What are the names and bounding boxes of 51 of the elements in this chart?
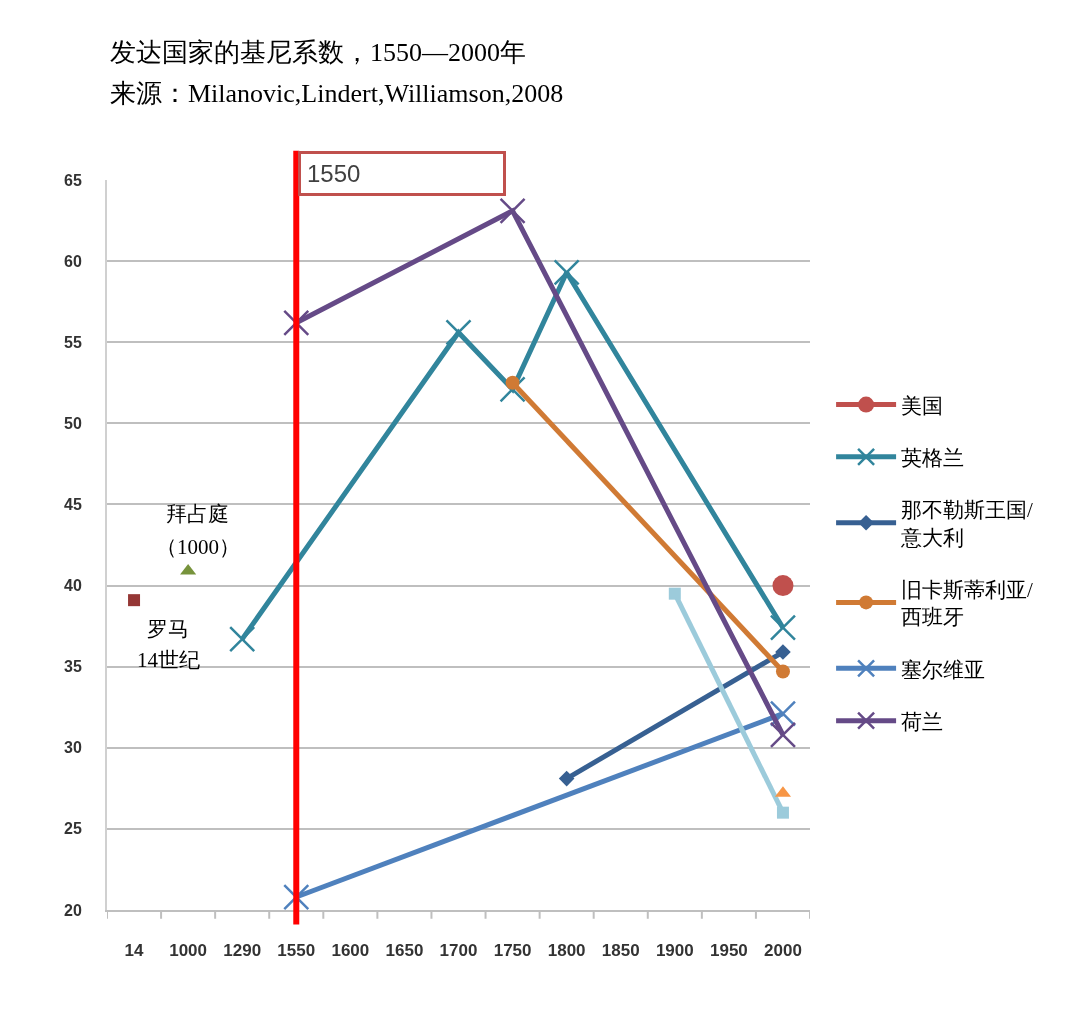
x-tick-label: 1600 [331,941,370,961]
point [772,575,794,597]
chart-title: 发达国家的基尼系数，1550—2000年 [110,38,526,67]
x-tick-label: 14 [124,941,145,961]
point [668,587,681,600]
point [775,644,791,660]
point [558,770,575,787]
legend-label: 那不勒斯王国/ 意大利 [900,498,1034,550]
x-tick-label: 1850 [601,941,640,961]
ref-line-label: 1550 [307,160,361,187]
point [769,614,797,641]
annotation: 14世纪 [137,648,200,672]
y-tick-label: 60 [64,252,82,270]
point [776,806,789,819]
legend-label: 美国 [901,393,944,418]
x-tick-label: 1750 [493,941,532,961]
x-tick-label: 1650 [385,941,424,961]
x-tick-label: 1900 [655,941,694,961]
y-tick-label: 40 [64,577,82,595]
annotation: 罗马 [147,617,189,641]
point [499,197,526,225]
y-tick-label: 65 [64,171,82,189]
point [505,375,520,390]
legend-label: 塞尔维亚 [901,657,986,682]
point [128,594,141,607]
y-tick-label: 20 [64,901,82,919]
y-tick-label: 50 [64,414,82,432]
x-tick-label: 2000 [764,941,802,961]
x-tick-label: 1800 [547,941,586,961]
annotation: （1000） [156,535,240,559]
legend-label: 英格兰 [901,446,965,471]
x-tick-label: 1950 [709,941,748,961]
x-tick-label: 1550 [277,941,316,961]
x-tick-label: 1700 [439,941,478,961]
point [445,319,472,346]
point [769,721,797,749]
y-tick-label: 45 [64,496,82,514]
y-tick-label: 30 [64,739,82,757]
y-tick-label: 25 [64,820,82,838]
annotation: 拜占庭 [166,502,229,526]
chart-subtitle: 来源：Milanovic,Lindert,Williamson,2008 [110,79,564,108]
x-tick-label: 1290 [223,941,262,961]
x-tick-label: 1000 [169,941,208,961]
point [553,259,580,286]
legend-label: 旧卡斯蒂利亚/ 西班牙 [901,577,1034,630]
point [180,563,197,575]
y-tick-label: 55 [64,333,82,351]
y-tick-label: 35 [64,658,82,676]
legend-label: 荷兰 [901,709,944,734]
point [228,625,256,653]
point [775,664,790,679]
